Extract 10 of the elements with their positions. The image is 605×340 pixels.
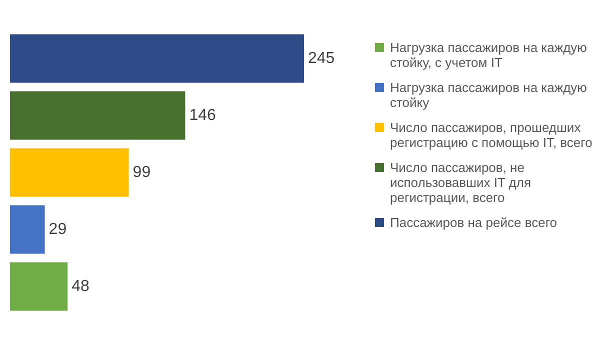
legend-label: Пассажиров на рейсе всего [390,215,558,230]
legend-label: Число пассажиров, прошедших регистрацию с помощью IT, всего [390,120,594,150]
legend-label: Нагрузка пассажиров на каждую стойку, с учетом IT [390,40,588,70]
data-label: 146 [189,106,216,124]
data-label: 48 [72,278,90,295]
data-label: 245 [308,50,335,67]
data-label: 99 [132,164,151,181]
legend-label: Нагрузка пассажиров на каждую стойку [390,80,588,110]
data-label: 29 [48,220,67,238]
legend-label: Число пассажиров, не использовавших IT для регистрации, всего [390,160,532,205]
